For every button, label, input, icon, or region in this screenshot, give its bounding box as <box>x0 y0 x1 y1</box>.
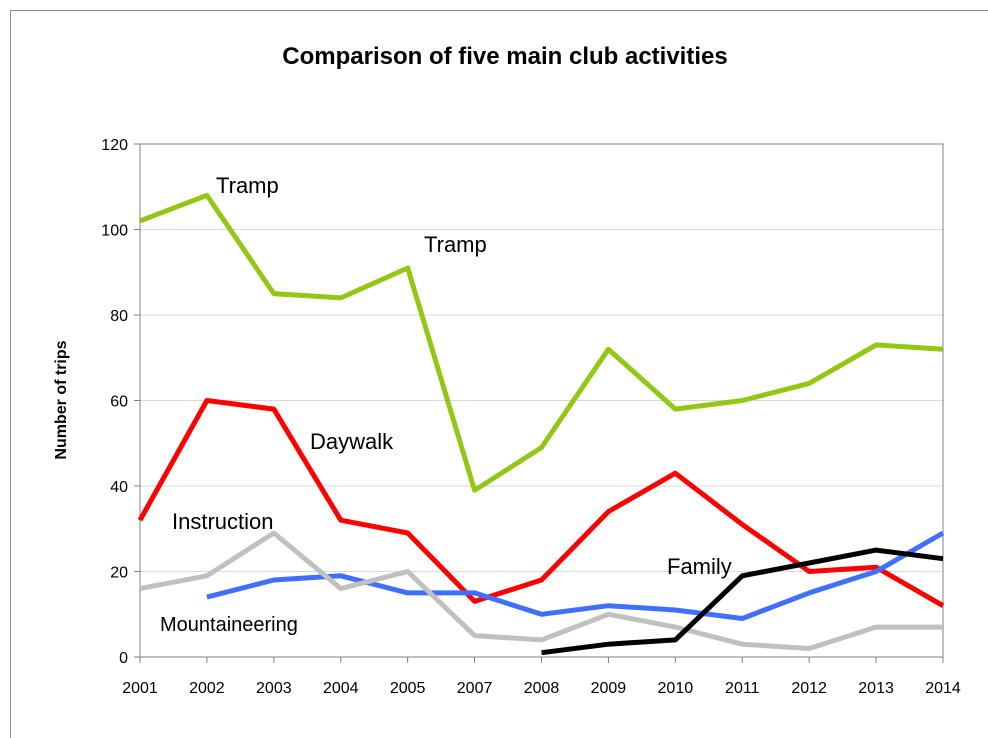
annotation-daywalk: Daywalk <box>310 429 394 454</box>
chart-title: Comparison of five main club activities <box>282 43 727 70</box>
x-tick-label: 2014 <box>925 680 961 697</box>
annotation-tramp: Tramp <box>424 232 487 257</box>
x-tick-label: 2004 <box>323 680 359 697</box>
y-tick-label: 60 <box>110 394 128 411</box>
x-tick-label: 2007 <box>457 680 493 697</box>
x-axis-ticks: 2001 2002 2003 2004 2005 2007 2008 2009 2010 2011… <box>122 657 961 697</box>
y-axis-label: Number of trips <box>53 340 70 459</box>
x-tick-label: 2012 <box>791 680 827 697</box>
y-tick-label: 0 <box>119 650 128 667</box>
annotation-instruction: Instruction <box>172 509 274 534</box>
x-tick-label: 2005 <box>390 680 426 697</box>
series-line-daywalk <box>140 401 943 606</box>
y-tick-label: 20 <box>110 565 128 582</box>
series-line-tramp <box>140 195 943 490</box>
y-axis-ticks: 0 20 40 60 80 100 120 <box>101 137 140 667</box>
annotation-family: Family <box>667 554 732 579</box>
x-tick-label: 2008 <box>524 680 560 697</box>
x-tick-label: 2003 <box>256 680 292 697</box>
y-tick-label: 120 <box>101 137 128 154</box>
series-lines <box>140 195 943 652</box>
x-tick-label: 2011 <box>725 680 760 697</box>
annotation-tramp: Tramp <box>216 173 279 198</box>
x-tick-label: 2001 <box>122 680 158 697</box>
y-tick-label: 100 <box>101 223 128 240</box>
y-tick-label: 40 <box>110 479 128 496</box>
annotation-mountaineering: Mountaineering <box>160 614 298 636</box>
y-tick-label: 80 <box>110 308 128 325</box>
x-tick-label: 2010 <box>658 680 694 697</box>
x-tick-label: 2009 <box>591 680 627 697</box>
x-tick-label: 2002 <box>189 680 225 697</box>
x-tick-label: 2013 <box>858 680 894 697</box>
